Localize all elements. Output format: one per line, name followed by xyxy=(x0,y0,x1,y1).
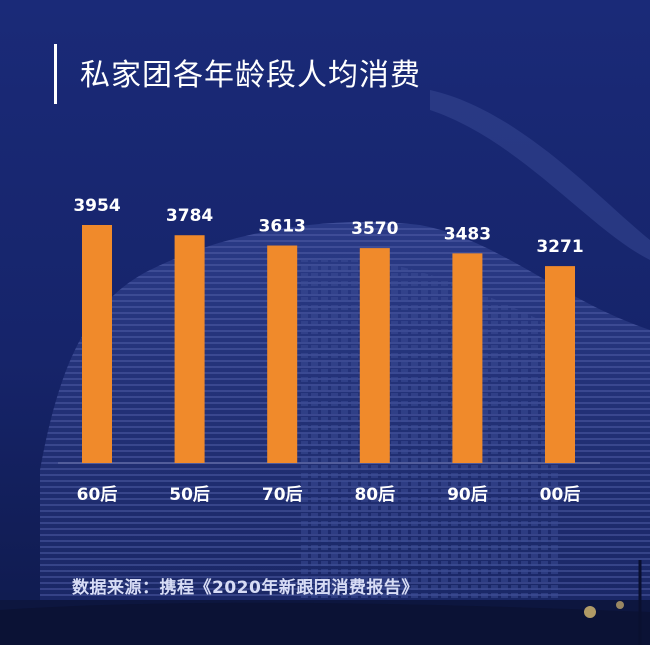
source-note: 数据来源：携程《2020年新跟团消费报告》 xyxy=(72,578,419,598)
title-accent-bar xyxy=(54,44,57,104)
category-label: 80后 xyxy=(354,485,395,505)
category-label: 90后 xyxy=(447,485,488,505)
value-label: 3784 xyxy=(166,206,213,226)
value-label: 3570 xyxy=(351,219,398,239)
chart-title: 私家团各年龄段人均消费 xyxy=(80,58,421,93)
bar-60后 xyxy=(82,225,112,463)
bar-90后 xyxy=(452,253,483,463)
category-label: 70后 xyxy=(262,485,303,505)
category-label: 60后 xyxy=(77,485,118,505)
value-label: 3954 xyxy=(73,196,120,216)
bar-50后 xyxy=(174,235,205,463)
category-label: 50后 xyxy=(169,485,210,505)
value-label: 3613 xyxy=(259,217,306,237)
category-label: 00后 xyxy=(540,485,581,505)
value-label: 3483 xyxy=(444,224,491,244)
bar-00后 xyxy=(545,266,575,463)
bar-80后 xyxy=(359,248,390,463)
value-label: 3271 xyxy=(536,237,583,257)
bar-70后 xyxy=(267,245,298,463)
